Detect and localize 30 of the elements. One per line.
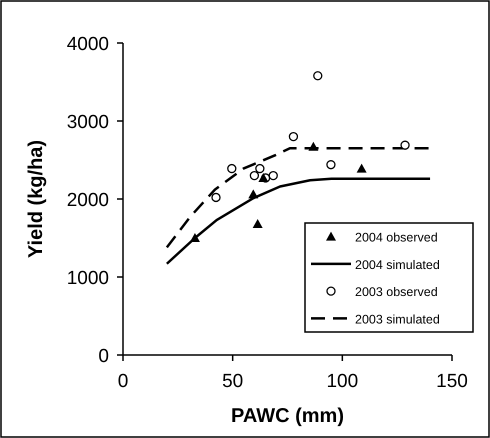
point bbox=[313, 71, 322, 80]
point bbox=[227, 164, 236, 174]
point bbox=[211, 192, 221, 202]
point bbox=[250, 170, 260, 180]
y-tick-label: 3000 bbox=[66, 112, 109, 133]
point bbox=[326, 160, 336, 170]
y-axis-title: Yield (kg/ha) bbox=[25, 140, 47, 258]
y-tick-label: 0 bbox=[98, 346, 109, 367]
point bbox=[400, 140, 410, 150]
point bbox=[248, 189, 258, 198]
point bbox=[288, 132, 298, 142]
point bbox=[190, 233, 200, 242]
point bbox=[268, 170, 278, 180]
point bbox=[308, 142, 318, 151]
point bbox=[255, 164, 265, 174]
x-tick-label: 50 bbox=[222, 371, 244, 392]
legend-label: 2003 observed bbox=[355, 285, 438, 300]
x-tick-label: 150 bbox=[436, 371, 468, 392]
point bbox=[258, 172, 268, 182]
legend-label: 2003 simulated bbox=[355, 312, 440, 326]
point bbox=[252, 218, 263, 228]
y-tick-label: 4000 bbox=[66, 34, 109, 55]
y-tick-label: 2000 bbox=[66, 190, 109, 211]
legend-label: 2004 observed bbox=[355, 230, 438, 245]
x-axis-title: PAWC (mm) bbox=[231, 405, 344, 427]
x-tick-label: 0 bbox=[118, 371, 128, 392]
y-tick-label: 1000 bbox=[66, 268, 109, 289]
point bbox=[356, 164, 367, 173]
x-tick-label: 100 bbox=[326, 371, 358, 392]
legend-label: 2004 simulated bbox=[355, 258, 440, 272]
